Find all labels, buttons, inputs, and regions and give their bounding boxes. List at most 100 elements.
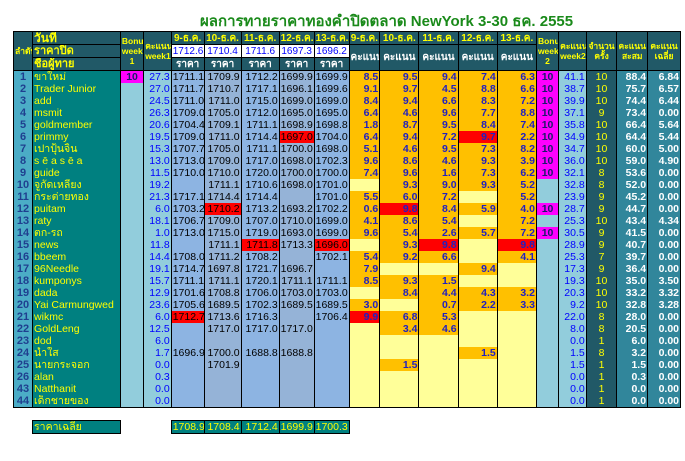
average-price-label: ราคาเฉลี่ย [32,420,121,434]
blank [616,420,648,434]
price-guess-cell: 1711.7 [170,83,205,95]
player-name: kumponys [32,275,121,287]
price-guess-cell [313,371,350,383]
score-week1-cell: 18.1 [143,215,172,227]
price-guess-cell: 1710.0 [203,167,242,179]
price-guess-cell: 1705.0 [203,107,242,119]
table-row: 26 alan 0.3 0.0 1 0.3 0.00 [12,371,681,383]
price-guess-cell [170,395,205,408]
price-guess-cell: 1711.0 [203,95,242,107]
score-week2-cell: 36.0 [558,155,587,167]
count-cell: 9 [585,239,618,251]
score-week2-cell: 0.0 [558,395,587,408]
table-row: 20 Yai Carmungwed 23.6 1705.6 1689.5 1702.3 16… [12,299,681,311]
score-cell: 8.4 [418,203,459,215]
price-guess-cell: 1717.0 [240,155,280,167]
total-score-cell: 66.4 [616,119,649,131]
count-cell: 8 [585,347,618,359]
blank [647,420,681,434]
score-cell: 9.2 [379,251,420,263]
count-cell: 8 [585,311,618,323]
price-guess-cell: 1702.1 [313,251,350,263]
score-week1-cell: 24.5 [143,95,172,107]
player-name: ขาใหม่ [32,70,121,83]
total-score-cell: 0.3 [616,371,649,383]
table-row: 4 msmit 26.3 1709.0 1705.0 1712.0 1695.0 1695.0… [12,107,681,119]
price-guess-cell: 1719.0 [240,227,280,239]
average-score-cell: 0.00 [647,335,681,347]
score-cell: 2.2 [457,299,498,311]
price-guess-cell [203,335,242,347]
total-score-cell: 60.0 [616,143,649,155]
bonus-week1-cell [119,143,145,155]
score-cell: 9.6 [348,227,381,239]
price-guess-cell: 1708.0 [170,251,205,263]
bonus-week2-cell [535,311,560,323]
bonus-week2-cell: 10 [535,227,560,239]
player-name: dada [32,287,121,299]
price-guess-cell [203,383,242,395]
score-cell [457,335,498,347]
count-cell: 9 [585,191,618,203]
price-guess-cell [313,263,350,275]
score-cell: 4.1 [496,251,537,263]
price-guess-cell: 1711.0 [203,131,242,143]
average-score-cell: 5.00 [647,143,681,155]
bonus-week2-cell [535,275,560,287]
score-cell: 5.3 [418,311,459,323]
bonus-week1-cell [119,347,145,359]
score-cell: 7.2 [418,191,459,203]
score-cell: 9.4 [418,70,459,83]
bonus-week2-cell: 10 [535,143,560,155]
player-name: goldmember [32,119,121,131]
price-guess-cell: 1699.9 [278,70,315,83]
rank-cell: 22 [12,323,34,335]
score-header: คะแนน [348,44,381,71]
score-cell: 9.8 [496,239,537,251]
price-guess-cell: 1710.0 [170,167,205,179]
price-guess-cell: 1711.1 [203,179,242,191]
bonus-week1-cell [119,263,145,275]
score-week1-cell: 20.6 [143,119,172,131]
bonus-week1-cell [119,131,145,143]
rank-cell: 10 [12,179,34,191]
price-guess-cell: 1709.9 [203,70,242,83]
score-cell: 9.7 [457,131,498,143]
score-cell [418,395,459,408]
price-guess-cell: 1699.0 [278,95,315,107]
score-cell: 1.8 [348,119,381,131]
rank-cell: 20 [12,299,34,311]
table-row: 25 นายกระจอก 0.0 1701.9 1.5 1.5 1 1.5 0.00 [12,359,681,371]
blank [586,420,617,434]
average-price-cell: 1712.4 [240,420,280,434]
count-cell: 8 [585,323,618,335]
rank-cell: 44 [12,395,34,408]
price-guess-cell: 1698.8 [313,119,350,131]
player-name: 96Needle [32,263,121,275]
average-score-cell: 0.00 [647,227,681,239]
closing-price: 1712.6 [170,44,205,58]
price-header: ราคา [170,57,205,71]
price-guess-cell: 1698.9 [278,119,315,131]
price-guess-cell: 1714.4 [240,191,280,203]
bonus-week1-cell [119,275,145,287]
price-guess-cell [240,383,280,395]
bonus-week2-cell [535,383,560,395]
bonus-week2-cell [535,251,560,263]
bonus-week1-cell [119,323,145,335]
score-week1-cell: 0.0 [143,359,172,371]
price-guess-cell: 1711.1 [240,143,280,155]
price-guess-cell: 1709.0 [203,155,242,167]
score-cell: 8.5 [348,70,381,83]
closing-price: 1710.4 [203,44,242,58]
score-cell: 6.8 [379,311,420,323]
table-row: 1 ขาใหม่ 10 27.3 1711.1 1709.9 1712.2 1699.9 169… [12,70,681,83]
price-guess-cell: 1717.0 [203,323,242,335]
score-cell [457,191,498,203]
price-guess-cell [313,395,350,408]
price-guess-cell: 1699.0 [313,95,350,107]
table-row: 2 Trader Junior 27.0 1711.7 1710.7 1717.1 1696… [12,83,681,95]
score-cell: 9.4 [379,95,420,107]
count-cell: 7 [585,251,618,263]
rank-cell: 8 [12,155,34,167]
